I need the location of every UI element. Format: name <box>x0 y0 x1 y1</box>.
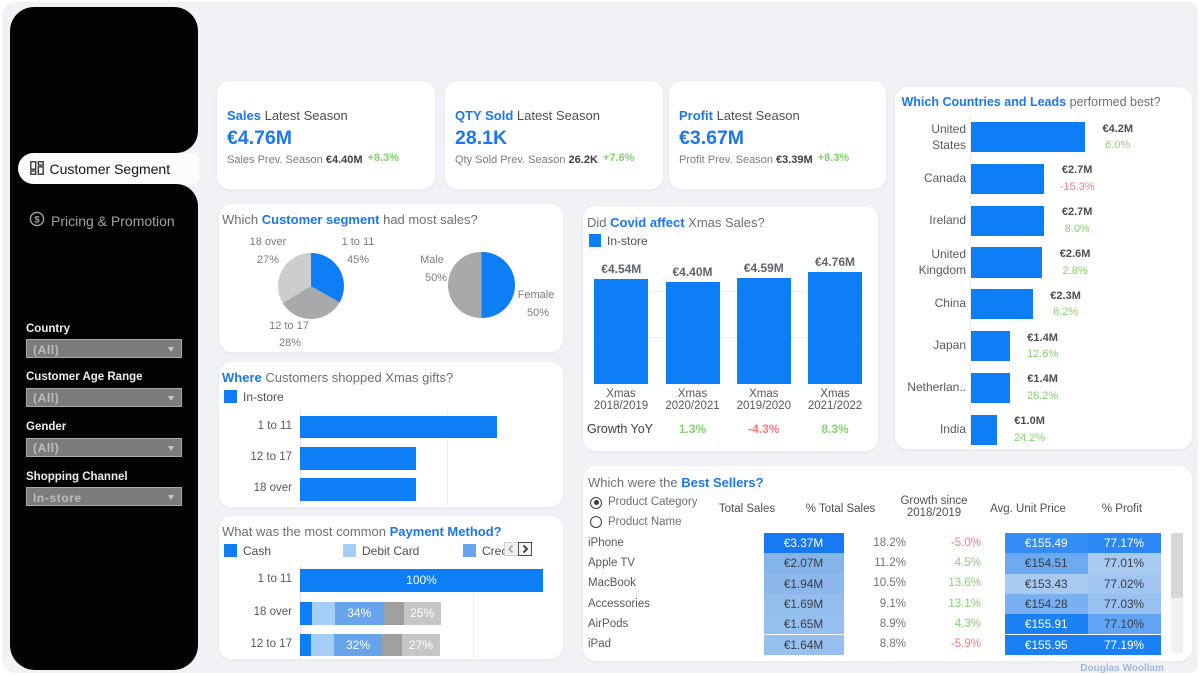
svg-text:$: $ <box>34 214 40 225</box>
